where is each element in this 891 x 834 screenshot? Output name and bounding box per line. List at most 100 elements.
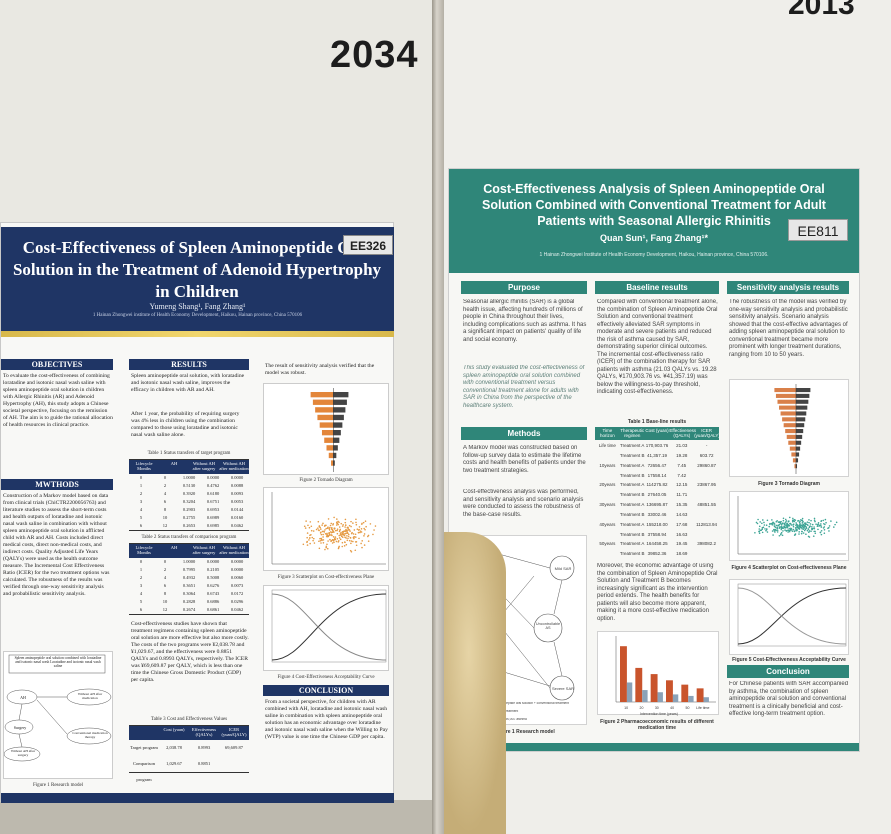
table-cell: 0.2828 — [182, 599, 196, 604]
scatter-point — [816, 525, 819, 527]
tornado-bar-low — [321, 430, 334, 436]
table-cell: 114275.82 — [646, 482, 668, 488]
scatter-point — [330, 528, 333, 530]
tornado-bar-high — [796, 405, 808, 410]
table-cell: 12.15 — [676, 482, 688, 488]
scatter-point — [341, 545, 344, 548]
methods-heading: MWTHODS — [1, 479, 113, 490]
table-row: 0 0 1.0000 0.0000 0.0000 — [129, 474, 249, 482]
table-cell: 37558.94 — [647, 531, 667, 537]
scatter-point — [341, 541, 344, 544]
results-text-3: Cost-effectiveness studies have shown th… — [131, 621, 249, 683]
scatter-plot — [271, 492, 386, 565]
scatter-point — [793, 518, 796, 521]
scatter-point — [317, 529, 320, 531]
scatter-point — [318, 525, 321, 528]
table-cell: 27640.05 — [647, 492, 667, 498]
model-node-mild: Mild SAR — [554, 566, 572, 571]
scatter-caption: Figure 3 Scatterplot on Cost-effectivene… — [277, 575, 375, 580]
scatter-point — [358, 526, 361, 528]
left-poster-affiliation: 1 Hainan Zhongwei institute of Health Ec… — [92, 313, 303, 318]
scatter-point — [303, 525, 306, 528]
tornado-bar-low — [786, 434, 796, 439]
table-cell: 0.0060 — [230, 575, 244, 580]
table-row: 40years Treatment A 155218.00 17.68 112813.9… — [595, 520, 719, 530]
bar-series-b — [642, 690, 648, 702]
model-node-ah: AH — [20, 695, 26, 700]
table-header: Cost (yuan) Effectiveness (QALYs) ICER (yu… — [129, 726, 249, 740]
scatter-point — [319, 532, 322, 534]
pharma-bar-chart: 10 20 30 40 50 Life time Intervention time (ye… — [615, 636, 716, 716]
table-cell: 0 — [139, 559, 143, 564]
scatter-point — [338, 526, 341, 528]
scatter-point — [823, 532, 826, 535]
scatter-point — [335, 524, 338, 526]
scatter-point — [786, 522, 789, 525]
scatter-point — [784, 522, 786, 524]
scatter-point — [345, 543, 348, 546]
scatter-point — [347, 533, 350, 536]
scatter-point — [341, 525, 344, 527]
left-poster-code: EE326 — [343, 235, 393, 255]
bar-series-b — [657, 692, 663, 702]
scatter-point — [783, 525, 785, 528]
scatter-point — [372, 533, 374, 536]
scatter-point — [788, 516, 791, 519]
tornado-bar-high — [333, 414, 344, 421]
table-row: 4 8 0.2903 0.6953 0.0144 — [129, 506, 249, 514]
scatter-point — [804, 528, 807, 531]
scatter-point — [807, 531, 810, 534]
scatter-point — [322, 522, 324, 525]
table-cell: 6 — [139, 523, 143, 528]
results-text-1: Spleen aminopeptide oral solution, with … — [131, 373, 245, 393]
scatter-point — [344, 526, 346, 528]
model-node-conventional: Conventional medication therapy — [72, 731, 108, 739]
scatter-point — [346, 539, 349, 542]
scatter-point — [808, 526, 811, 529]
scatter-point — [800, 519, 802, 521]
research-model-caption: Figure 1 Research model — [32, 783, 84, 788]
scatter-point — [783, 526, 785, 529]
scatter-point — [787, 529, 789, 532]
table-cell: 0.6861 — [206, 607, 220, 612]
scatter-point — [780, 527, 783, 529]
scatter-point — [803, 529, 806, 532]
table-cell: 0.6276 — [206, 583, 220, 588]
scatter-point — [807, 524, 809, 527]
scatter-point — [830, 520, 832, 522]
table-row: 5 10 0.2755 0.6989 0.0160 — [129, 514, 249, 522]
model-treatment-a: Treatment A: Spleen aminopeptide oral so… — [466, 702, 569, 705]
table-cell: 0.2653 — [182, 523, 196, 528]
table-cell: 10years — [599, 462, 616, 468]
table-header-cell: Lifecycle Months — [135, 461, 153, 471]
left-poster-banner: Cost-Effectiveness of Spleen Aminopeptid… — [1, 227, 394, 331]
scatter-point — [813, 517, 816, 520]
scatter-point — [787, 520, 790, 523]
scatter-point — [330, 531, 332, 533]
table-cell: 0.0296 — [230, 599, 244, 604]
baseline-text-2: Moreover, the economic advantage of usin… — [597, 563, 718, 622]
tornado-bar-high — [796, 411, 807, 416]
table-header-cell: Without AH after surgery — [192, 545, 216, 555]
conclusion-heading: CONCLUSION — [263, 685, 389, 696]
scatter-point — [777, 524, 779, 527]
ceac-line-target — [737, 587, 847, 645]
scatter-point — [805, 533, 807, 536]
scatter-point — [344, 536, 346, 539]
scatter-point — [802, 521, 804, 523]
tornado-bar-low — [331, 460, 334, 466]
table-row: Comparison program 1,029.67 0.8851 — [129, 756, 249, 782]
table-cell: 136695.87 — [646, 502, 668, 507]
scatter-point — [805, 526, 808, 528]
scatter-point — [820, 533, 823, 536]
tornado-bar-high — [796, 440, 802, 445]
scatter-point — [761, 531, 764, 534]
table-cell: Treatment B — [619, 551, 645, 557]
pharma-caption: Figure 2 Pharmacoeconomic results of dif… — [600, 719, 714, 731]
ceac-line-comparison — [737, 587, 847, 645]
purpose-text: Seasonal allergic rhinitis (SAR) is a gl… — [463, 299, 587, 343]
tornado-bar-high — [333, 399, 347, 405]
scatter-point — [822, 519, 825, 522]
bar-x-axis-title: Intervention time (years) — [640, 712, 678, 716]
scatter-point — [798, 533, 800, 535]
